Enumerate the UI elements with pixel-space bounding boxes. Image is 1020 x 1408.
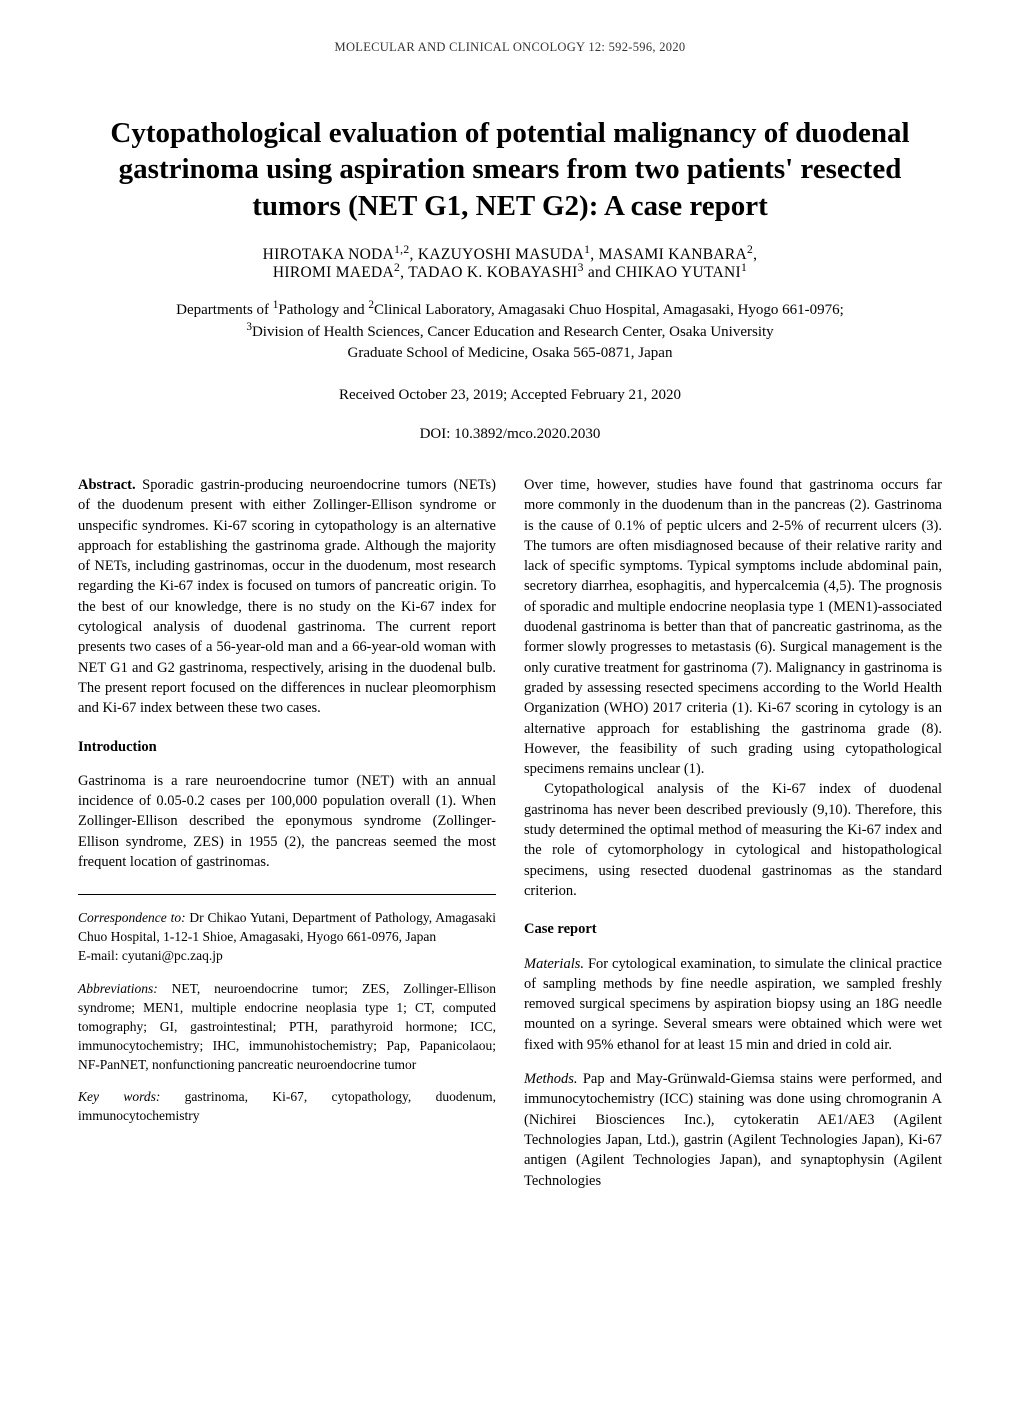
materials-paragraph: Materials. For cytological examination, … [524, 954, 942, 1055]
abbreviations-section: Abbreviations: NET, neuroendocrine tumor… [78, 980, 496, 1074]
abstract-label: Abstract. [78, 477, 136, 493]
author-list: HIROTAKA NODA1,2, KAZUYOSHI MASUDA1, MAS… [78, 246, 942, 282]
footnote-block: Correspondence to: Dr Chikao Yutani, Dep… [78, 909, 496, 1126]
introduction-heading: Introduction [78, 737, 496, 757]
column-right: Over time, however, studies have found t… [524, 475, 942, 1191]
doi-line: DOI: 10.3892/mco.2020.2030 [78, 426, 942, 443]
abstract-paragraph: Abstract. Sporadic gastrin-producing neu… [78, 475, 496, 719]
email-label: E-mail: [78, 948, 122, 963]
right-paragraph-2: Cytopathological analysis of the Ki-67 i… [524, 779, 942, 901]
keywords-section: Key words: gastrinoma, Ki-67, cytopathol… [78, 1088, 496, 1126]
footnote-rule [78, 894, 496, 895]
methods-paragraph: Methods. Pap and May-Grünwald-Giemsa sta… [524, 1069, 942, 1191]
correspondence-email: cyutani@pc.zaq.jp [122, 948, 223, 963]
running-header: MOLECULAR AND CLINICAL ONCOLOGY 12: 592-… [78, 40, 942, 55]
column-left: Abstract. Sporadic gastrin-producing neu… [78, 475, 496, 1191]
abbreviations-label: Abbreviations: [78, 981, 158, 996]
two-column-body: Abstract. Sporadic gastrin-producing neu… [78, 475, 942, 1191]
materials-label: Materials. [524, 956, 584, 972]
methods-label: Methods. [524, 1071, 578, 1087]
received-accepted-dates: Received October 23, 2019; Accepted Febr… [78, 387, 942, 404]
affiliations: Departments of 1Pathology and 2Clinical … [108, 300, 912, 365]
abstract-text: Sporadic gastrin-producing neuroendocrin… [78, 477, 496, 716]
materials-text: For cytological examination, to simulate… [524, 956, 942, 1053]
keywords-label: Key words: [78, 1089, 160, 1104]
right-paragraph-1: Over time, however, studies have found t… [524, 475, 942, 779]
introduction-paragraph-1: Gastrinoma is a rare neuroendocrine tumo… [78, 771, 496, 872]
article-title: Cytopathological evaluation of potential… [98, 115, 922, 224]
methods-text: Pap and May-Grünwald-Giemsa stains were … [524, 1071, 942, 1188]
case-report-heading: Case report [524, 919, 942, 939]
correspondence-label: Correspondence to: [78, 910, 186, 925]
correspondence-section: Correspondence to: Dr Chikao Yutani, Dep… [78, 909, 496, 966]
